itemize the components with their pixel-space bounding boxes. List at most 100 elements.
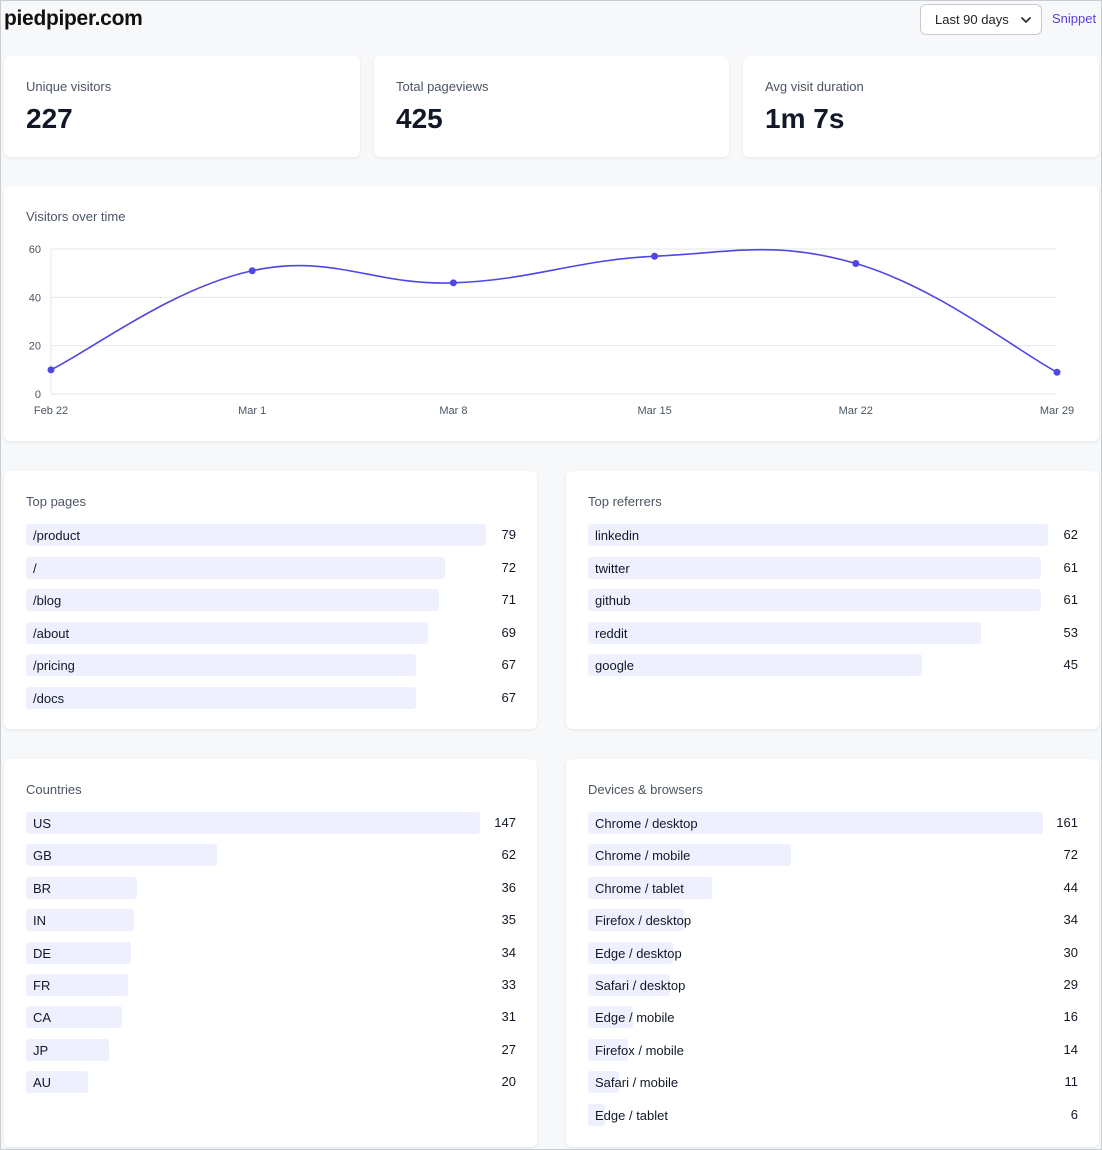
stat-value: 227 [26,103,73,134]
y-tick-label: 60 [29,244,41,256]
list-item: linkedin 62 [588,524,1078,546]
bar-fill [588,654,922,676]
bar-fill [588,941,673,964]
list-item: Edge / tablet 6 [588,1103,1078,1126]
data-point[interactable] [852,260,860,267]
bar-fill [588,974,670,996]
bar-fill [26,974,128,996]
item-label: GB [33,848,52,864]
item-count: 11 [1064,1074,1079,1090]
list-item: AU 20 [26,1071,516,1094]
stat-value: 1m 7s [765,103,845,134]
item-label: Safari / mobile [595,1075,679,1091]
bar-fill [26,812,480,834]
item-count: 53 [1063,624,1078,640]
bar-fill [26,589,440,611]
item-label: BR [33,880,52,896]
bar-fill [588,812,1043,834]
item-label: Chrome / tablet [595,880,684,896]
list-item: /docs 67 [26,686,516,709]
item-count: 20 [501,1074,516,1090]
snippet-link[interactable]: Snippet [1052,11,1097,26]
item-count: 61 [1063,592,1078,607]
top-referrers-title: Top referrers [588,494,662,509]
list-item: DE 34 [26,941,516,964]
bar-fill [26,844,218,867]
item-label: US [33,816,52,831]
item-label: reddit [595,625,628,641]
series-line [50,248,1058,373]
item-label: DE [33,945,52,961]
item-count: 35 [501,912,516,928]
list-item: github 61 [588,589,1078,611]
item-count: 36 [501,879,516,895]
date-range-value: Last 90 days [935,12,1009,27]
item-label: / [33,560,37,576]
list-item: / 72 [26,556,516,579]
item-count: 61 [1063,559,1078,575]
bar-fill [588,621,982,644]
list-item: Edge / mobile 16 [588,1006,1078,1029]
y-tick-label: 20 [29,341,41,353]
top-pages-card: Top pages /product 79 / 72/blog 71/about 69/p… [4,471,537,729]
item-label: FR [33,978,51,993]
item-count: 45 [1063,657,1078,672]
x-tick-label: Mar 29 [1040,405,1074,417]
item-label: twitter [595,560,630,576]
list-item: Firefox / desktop 34 [588,909,1078,932]
item-label: /docs [33,690,65,706]
item-count: 34 [1063,912,1078,928]
item-count: 31 [501,1009,516,1025]
y-tick-label: 0 [35,389,41,401]
bar-fill [26,876,138,899]
item-label: github [595,593,631,608]
item-label: google [595,658,635,673]
item-count: 44 [1063,879,1078,895]
visitors-line-chart: 0 20 40 60 Feb 22 Mar 1 Mar 8 Mar 15 Mar 22 Mar 2… [29,244,1074,417]
item-count: 14 [1063,1041,1078,1057]
item-count: 147 [494,815,516,830]
bar-fill [26,556,446,579]
x-tick-label: Mar 1 [238,405,266,417]
x-tick-label: Mar 15 [637,405,671,417]
item-count: 62 [1063,527,1078,542]
data-point[interactable] [248,267,256,275]
stat-label: Total pageviews [396,79,489,94]
item-count: 62 [501,847,516,863]
list-item: BR 36 [26,876,516,899]
bar-fill [588,876,713,899]
chevron-down-icon [1021,17,1031,23]
data-point[interactable] [1053,368,1061,376]
item-label: linkedin [595,528,640,543]
date-range-select[interactable]: Last 90 days [920,4,1042,35]
data-point[interactable] [47,366,55,374]
data-point[interactable] [651,252,659,260]
header: piedpiper.com Last 90 days Snippet [1,1,1101,37]
item-count: 27 [501,1041,516,1057]
countries-title: Countries [26,782,82,797]
stat-label: Avg visit duration [765,79,864,94]
item-label: CA [33,1010,52,1026]
list-item: GB 62 [26,844,516,867]
list-item: Chrome / desktop 161 [588,812,1078,834]
item-count: 72 [1063,847,1078,863]
item-count: 29 [1063,977,1078,992]
stat-card-unique-visitors: Unique visitors 227 [4,56,360,157]
bar-fill [588,844,792,867]
bar-fill [26,909,135,932]
item-count: 33 [501,977,516,992]
x-tick-label: Feb 22 [34,405,68,417]
item-label: /blog [33,593,62,608]
stat-value: 425 [396,103,443,134]
item-label: /pricing [33,658,75,673]
list-item: /blog 71 [26,589,516,611]
data-point[interactable] [449,279,457,287]
list-item: Chrome / mobile 72 [588,844,1078,867]
item-label: IN [33,913,46,929]
list-item: Safari / desktop 29 [588,974,1078,996]
y-tick-label: 40 [29,292,41,304]
list-item: google 45 [588,654,1078,676]
list-item: reddit 53 [588,621,1078,644]
list-item: /about 69 [26,621,516,644]
item-label: Edge / desktop [595,945,682,961]
